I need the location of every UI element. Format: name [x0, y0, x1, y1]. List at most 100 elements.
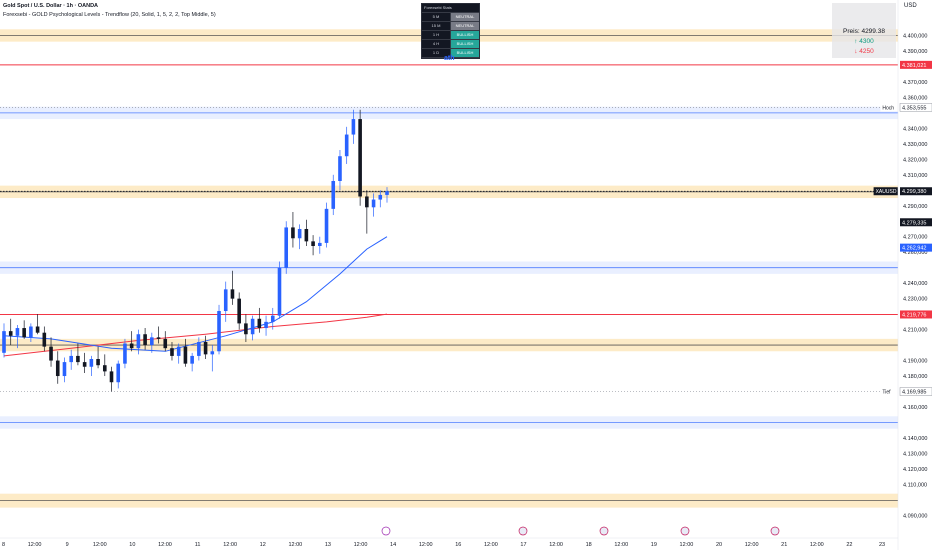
next-level-up: ↑ 4300 — [854, 38, 874, 45]
candle-body — [318, 242, 322, 247]
y-tick-label: 4.310,000 — [903, 173, 927, 179]
x-tick-label: 20 — [716, 542, 722, 548]
level-name-text: XAUUSD — [876, 189, 897, 195]
candle-body — [385, 191, 389, 195]
y-tick-label: 4.270,000 — [903, 235, 927, 241]
currency-label[interactable]: USD — [904, 3, 917, 9]
level-name-text: Hoch — [882, 105, 894, 111]
x-tick-label: 12:00 — [354, 542, 368, 548]
x-tick-label: 16 — [455, 542, 461, 548]
candle-body — [102, 365, 107, 372]
axis-price-tag — [899, 103, 932, 112]
candle-body — [183, 346, 188, 364]
x-tick-label: 12:00 — [614, 542, 628, 548]
candle-body — [143, 334, 147, 346]
x-tick-label: 8 — [2, 542, 5, 548]
y-tick-label: 4.390,000 — [903, 49, 927, 55]
candle-body — [223, 289, 228, 312]
axis-price-tag — [899, 387, 932, 396]
x-tick-label: 22 — [846, 542, 852, 548]
candle-body — [22, 328, 26, 338]
axis-price-tag — [900, 310, 932, 319]
current-price-text: Preis: 4299.38 — [843, 28, 885, 35]
candle-body — [123, 343, 127, 364]
candle-body — [2, 331, 6, 353]
level-name-tag — [880, 103, 898, 112]
x-tick-label: 17 — [520, 542, 526, 548]
trend-badge: BULLISH — [450, 49, 479, 57]
candle-body — [49, 346, 53, 361]
candle-body — [76, 355, 80, 363]
level-name-tag — [880, 387, 898, 396]
level-name-tag — [873, 187, 898, 196]
timeframe-name: 1 H — [432, 32, 440, 37]
trend-badge: NEUTRAL — [450, 13, 479, 21]
slow-moving-average — [3, 313, 388, 357]
y-tick-label: 4.360,000 — [903, 95, 927, 101]
candle-body — [82, 362, 87, 367]
timeframe-table-title: Forexsebi Stats — [422, 4, 479, 13]
candle-body — [69, 355, 73, 363]
candle-body — [116, 363, 121, 383]
axis-price-text: 4.299,380 — [902, 189, 926, 195]
event-marker-icon — [770, 526, 780, 536]
candle-body — [284, 227, 289, 268]
timeframe-row: 1 H BULLISH — [422, 31, 479, 40]
axis-price-text: 4.381,021 — [902, 63, 926, 69]
y-tick-label: 4.240,000 — [903, 281, 927, 287]
x-tick-label: 12:00 — [549, 542, 563, 548]
event-marker-icon — [599, 526, 609, 536]
x-tick-label: 12:00 — [745, 542, 759, 548]
candle-body — [42, 332, 47, 347]
candle-body — [237, 298, 241, 324]
indicator-legend[interactable]: Forexsebi - GOLD Psychological Levels - … — [3, 12, 216, 18]
candle-body — [351, 119, 356, 135]
candle-body — [264, 321, 268, 329]
candle-body — [270, 315, 275, 322]
candle-body — [15, 328, 20, 336]
y-tick-label: 4.090,000 — [903, 513, 927, 519]
candle-body — [338, 156, 342, 181]
candle-body — [210, 351, 215, 355]
candle-body — [365, 196, 369, 208]
timeframe-row: 15 M NEUTRAL — [422, 22, 479, 31]
candle-body — [230, 289, 235, 299]
trend-badge: BULLISH — [450, 40, 479, 48]
y-tick-label: 4.210,000 — [903, 328, 927, 334]
event-marker-icon — [381, 526, 391, 536]
candle-body — [371, 199, 376, 208]
candle-body — [311, 241, 315, 247]
axis-price-text: 4.279,335 — [902, 220, 926, 226]
y-tick-label: 4.260,000 — [903, 250, 927, 256]
candle-body — [291, 227, 295, 239]
next-level-down: ↓ 4250 — [854, 48, 874, 55]
candle-body — [129, 343, 134, 349]
candle-body — [190, 355, 194, 364]
candle-body — [250, 318, 255, 335]
trend-badge: NEUTRAL — [450, 22, 479, 30]
candle-body — [55, 360, 60, 377]
x-tick-label: 12:00 — [680, 542, 694, 548]
event-marker-icon — [680, 526, 690, 536]
candle-body — [96, 359, 100, 366]
candle-body — [277, 267, 282, 316]
axis-price-text: 4.353,555 — [902, 105, 926, 111]
x-tick-label: 14 — [390, 542, 396, 548]
x-tick-label: 21 — [781, 542, 787, 548]
timeframe-name: 1 D — [432, 50, 440, 55]
y-tick-label: 4.230,000 — [903, 297, 927, 303]
y-tick-label: 4.400,000 — [903, 33, 927, 39]
x-tick-label: 12:00 — [223, 542, 237, 548]
candle-body — [358, 119, 362, 197]
candle-body — [203, 341, 208, 355]
timeframe-row: 1 D BULLISH — [422, 49, 479, 58]
ath-label: ath — [444, 55, 455, 62]
timeframe-name: 4 H — [432, 41, 440, 46]
candle-body — [257, 318, 262, 329]
candle-body — [29, 326, 33, 338]
y-tick-label: 4.340,000 — [903, 126, 927, 132]
x-tick-label: 12:00 — [419, 542, 433, 548]
axis-price-tag — [900, 218, 932, 227]
candle-body — [89, 359, 94, 367]
